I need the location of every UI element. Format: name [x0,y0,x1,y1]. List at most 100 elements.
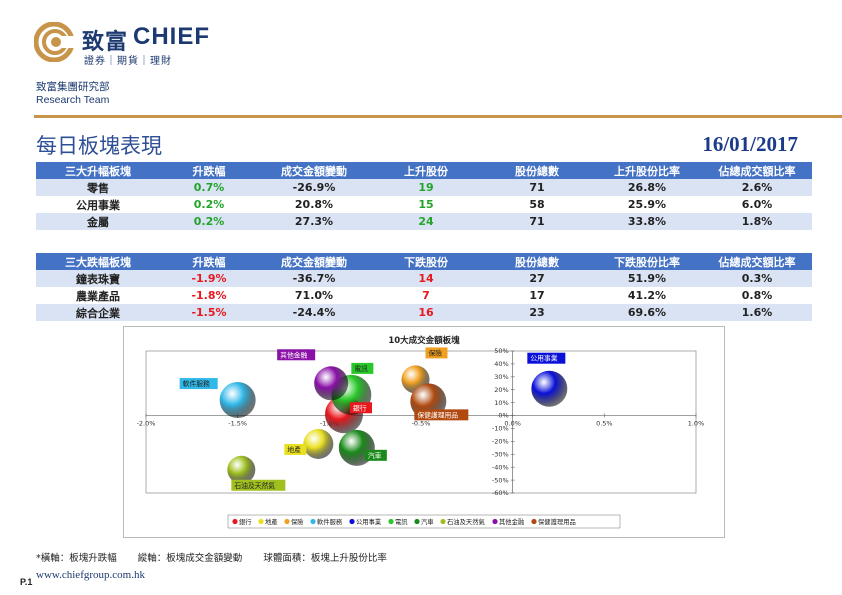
legend-label: 公用事業 [356,517,382,526]
bubble-label-text: 石油及天然氣 [234,481,275,490]
legend-label: 保險 [291,517,304,526]
bubble-label-text: 電訊 [354,364,368,373]
table-row: 綜合企業 -1.5% -24.4% 16 23 69.6% 1.6% [36,304,812,321]
table-cell: 24 [370,213,482,230]
column-header: 升跌幅 [160,253,258,270]
legend-marker [284,518,290,525]
bubble-label-text: 保健護理用品 [417,410,458,419]
column-header: 成交金額變動 [258,162,370,179]
table-cell: 1.6% [702,304,812,321]
bubble-point [227,455,256,484]
legend-label: 其他金融 [499,517,525,526]
table-cell: 1.8% [702,213,812,230]
table-cell: 2.6% [702,179,812,196]
legend-marker [414,518,420,525]
table-cell: 41.2% [592,287,702,304]
page-title: 每日板塊表現 [36,134,162,158]
table-cell: 27.3% [258,213,370,230]
table-cell: 25.9% [592,196,702,213]
chart-footnote: *橫軸：板塊升跌幅 縱軸：板塊成交金額變動 球體面積：板塊上升股份比率 [36,550,405,564]
table-cell: 51.9% [592,270,702,287]
column-header: 下跌股份比率 [592,253,702,270]
table-cell: 23 [482,304,592,321]
table-cell: 71 [482,179,592,196]
legend-marker [492,518,498,525]
table-cell: 71.0% [258,287,370,304]
y-tick-label: -50% [492,476,509,484]
table-cell: -36.7% [258,270,370,287]
bubble-label: 石油及天然氣 [231,479,286,491]
bubble-label-box [179,378,218,390]
legend-marker [349,518,355,525]
table-cell: 農業產品 [36,287,160,304]
column-header: 上升股份 [370,162,482,179]
table-cell: 0.2% [160,213,258,230]
table-cell: 26.8% [592,179,702,196]
y-tick-label: 40% [494,360,508,368]
legend-marker [258,518,264,525]
report-date: 16/01/2017 [702,132,798,156]
table-row: 鐘表珠寶 -1.9% -36.7% 14 27 51.9% 0.3% [36,270,812,287]
table-cell: 零售 [36,179,160,196]
bubble-label: 銀行 [350,402,372,414]
y-tick-label: -40% [492,463,509,471]
table-cell: 鐘表珠寶 [36,270,160,287]
legend-label: 電訊 [395,517,408,526]
y-tick-label: -30% [492,450,509,458]
bubble-label-text: 保險 [429,348,443,357]
table-cell: 公用事業 [36,196,160,213]
bubble-label-text: 軟件服務 [183,379,210,388]
y-tick-label: -60% [492,489,509,497]
x-tick-label: -0.5% [412,420,431,428]
table-cell: 20.8% [258,196,370,213]
bubble-label-box [231,479,286,491]
table-header-row: 三大跌幅板塊 升跌幅 成交金額變動 下跌股份 股份總數 下跌股份比率 佔總成交額… [36,253,812,270]
bubble-label: 公用事業 [527,352,566,364]
legend-label: 石油及天然氣 [447,517,485,526]
table-cell: 0.7% [160,179,258,196]
table-cell: 15 [370,196,482,213]
bubble-label-text: 其他金融 [280,350,307,359]
table-header-row: 三大升幅板塊 升跌幅 成交金額變動 上升股份 股份總數 上升股份比率 佔總成交額… [36,162,812,179]
table-cell: 69.6% [592,304,702,321]
bubble-label-text: 公用事業 [530,354,557,363]
legend-label: 保健護理用品 [538,517,576,526]
table-cell: 17 [482,287,592,304]
brand-name-cn: 致富 [82,30,129,55]
legend-marker [388,518,394,525]
chief-logo-icon [34,22,78,62]
chart-legend [227,514,621,529]
column-header: 佔總成交額比率 [702,253,812,270]
gainers-table: 三大升幅板塊 升跌幅 成交金額變動 上升股份 股份總數 上升股份比率 佔總成交額… [36,162,812,230]
bubble-chart-canvas: 10大成交金額板塊 -2.0%-1.5%-1.0%-0.5%0.0%0.5%1.… [137,335,704,529]
table-cell: 0.8% [702,287,812,304]
table-cell: 6.0% [702,196,812,213]
column-header: 股份總數 [482,162,592,179]
y-tick-label: 10% [494,399,508,407]
bubble-label: 汽車 [364,449,387,461]
y-tick-label: -10% [492,425,509,433]
column-header: 佔總成交額比率 [702,162,812,179]
header-divider [34,115,842,118]
column-header: 三大跌幅板塊 [36,253,160,270]
table-cell: 19 [370,179,482,196]
table-cell: -24.4% [258,304,370,321]
legend-label: 地產 [265,517,278,526]
bubble-label-box [277,349,316,361]
bubble-chart: 10大成交金額板塊 -2.0%-1.5%-1.0%-0.5%0.0%0.5%1.… [123,326,725,538]
table-row: 農業產品 -1.8% 71.0% 7 17 41.2% 0.8% [36,287,812,304]
bubble-label-text: 銀行 [353,403,367,412]
table-cell: 27 [482,270,592,287]
bubble-label-box [425,347,448,359]
brand-name-en: CHIEF [133,23,210,50]
table-cell: 0.3% [702,270,812,287]
column-header: 三大升幅板塊 [36,162,160,179]
website-link[interactable]: www.chiefgroup.com.hk [36,569,145,581]
y-tick-label: 30% [494,373,508,381]
table-cell: -1.9% [160,270,258,287]
legend-label: 軟件服務 [317,517,343,526]
bubble-point [303,428,334,459]
losers-table: 三大跌幅板塊 升跌幅 成交金額變動 下跌股份 股份總數 下跌股份比率 佔總成交額… [36,253,812,321]
bubble-label-text: 汽車 [368,451,382,460]
column-header: 升跌幅 [160,162,258,179]
